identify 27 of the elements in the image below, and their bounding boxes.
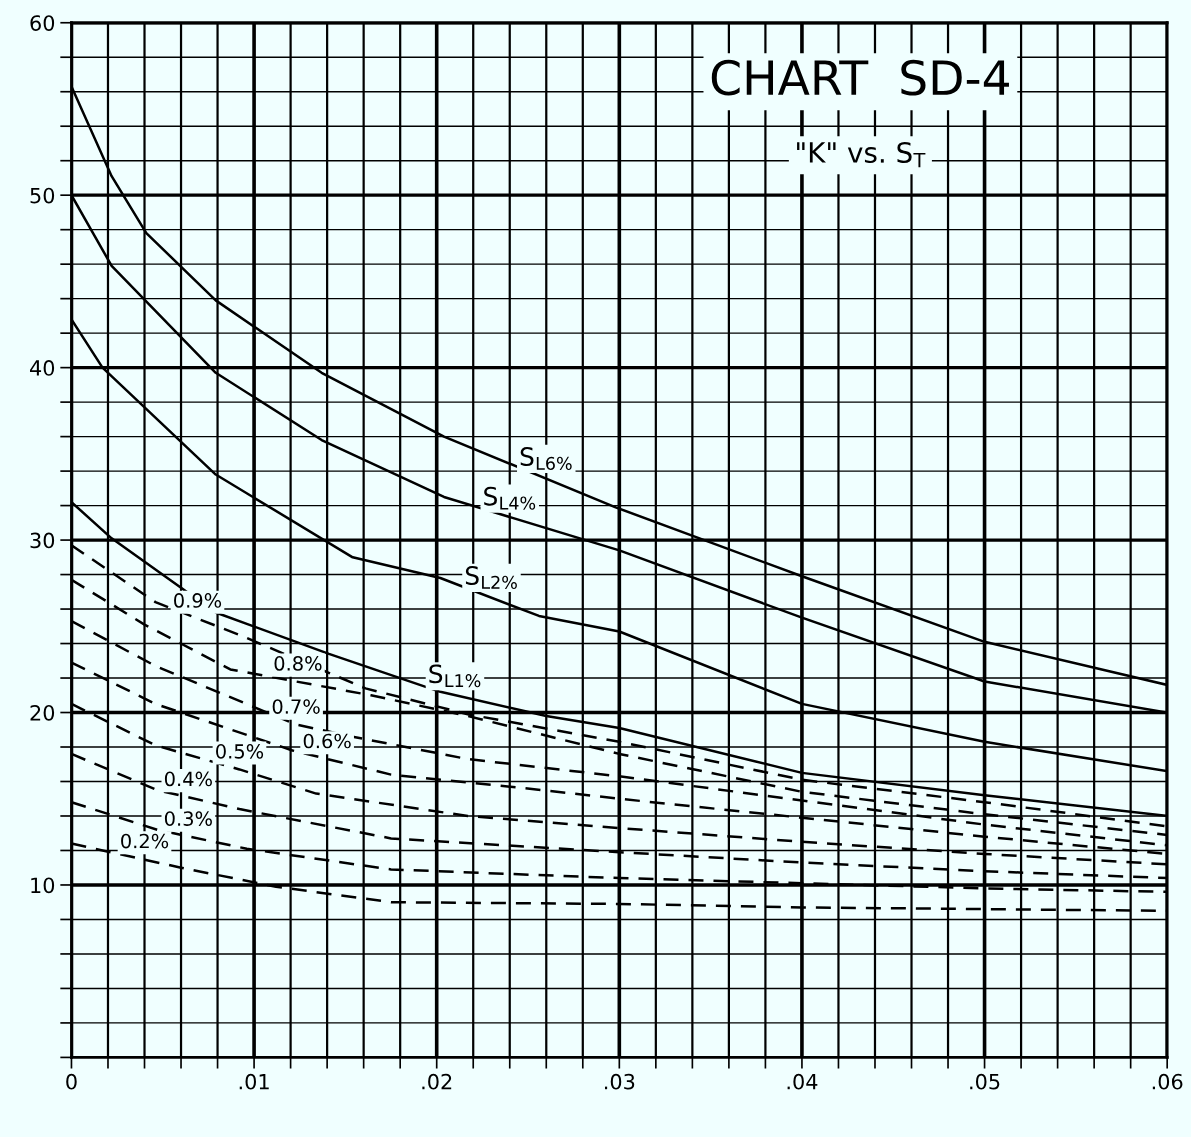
text: "K" vs. S$_{T}$ [797,142,926,168]
x-tick-label: .03 [604,1073,635,1090]
annotation: 0.9% [174,593,222,608]
annotation: 0.5% [216,744,264,759]
y-tick-label: 20 [30,704,55,721]
x-tick-label: .05 [970,1073,1000,1090]
annotation: 0.4% [164,771,212,787]
annotation: 0.8% [274,656,322,671]
x-tick-label: .04 [787,1073,818,1090]
annotation: 0.6% [303,733,351,749]
annotation: 0.2% [121,833,169,849]
y-tick-label: 50 [30,187,55,204]
y-tick-label: 10 [31,877,55,894]
y-tick-label: 30 [30,532,55,549]
annotation: S$_{L1%}$ [429,664,481,688]
annotation: 0.3% [164,811,212,826]
x-tick-label: .06 [1152,1073,1183,1090]
x-tick-label: .02 [422,1073,452,1090]
y-tick-label: 40 [30,360,55,376]
annotation: S$_{L4%}$ [484,486,536,510]
annotation: S$_{L6%}$ [520,447,572,471]
annotation: S$_{L2%}$ [465,566,517,589]
x-tick-label: .01 [239,1073,269,1090]
text: CHART SD-4 [711,59,1009,96]
annotation: 0.7% [272,699,320,714]
x-tick-label: 0 [66,1073,77,1090]
y-tick-label: 60 [30,15,55,31]
